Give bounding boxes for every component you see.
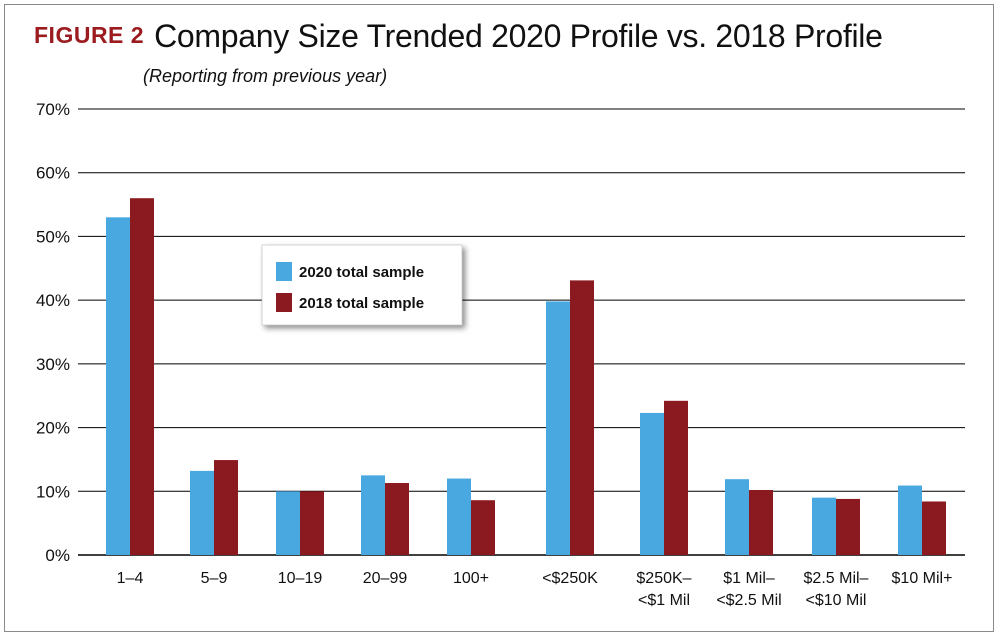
- y-tick-label: 50%: [36, 227, 70, 246]
- bar-2018-8: [836, 498, 860, 555]
- y-tick-label: 20%: [36, 419, 70, 438]
- bar-2020-8: [812, 497, 836, 555]
- bar-2020-5: [546, 301, 570, 555]
- title-row: FIGURE 2 Company Size Trended 2020 Profil…: [34, 18, 883, 55]
- y-tick-label: 70%: [36, 100, 70, 119]
- bar-2018-7: [749, 490, 773, 555]
- bar-2018-1: [214, 460, 238, 555]
- y-tick-label: 60%: [36, 164, 70, 183]
- chart-title: Company Size Trended 2020 Profile vs. 20…: [154, 18, 883, 54]
- legend-label-2018: 2018 total sample: [299, 295, 424, 312]
- y-tick-label: 40%: [36, 291, 70, 310]
- x-tick-label: <$2.5 Mil: [716, 592, 781, 609]
- x-tick-label: 10–19: [278, 570, 323, 587]
- y-tick-label: 10%: [36, 482, 70, 501]
- legend-label-2020: 2020 total sample: [299, 264, 424, 281]
- legend-swatch-2018: [276, 293, 292, 312]
- bar-2018-4: [471, 500, 495, 555]
- bar-2020-9: [898, 485, 922, 555]
- chart-subtitle: (Reporting from previous year): [143, 66, 388, 86]
- x-tick-label: 5–9: [201, 570, 228, 587]
- y-tick-label: 0%: [45, 546, 70, 565]
- x-tick-label: $250K–: [636, 570, 691, 587]
- figure-label: FIGURE 2: [34, 22, 145, 48]
- x-tick-label: <$10 Mil: [806, 592, 867, 609]
- bar-2020-4: [447, 478, 471, 555]
- bar-2018-6: [664, 400, 688, 555]
- bar-2020-0: [106, 217, 130, 556]
- bar-2018-9: [922, 501, 946, 555]
- bar-2018-2: [300, 491, 324, 555]
- bar-2018-0: [130, 198, 154, 555]
- bar-2020-7: [725, 479, 749, 555]
- y-tick-label: 30%: [36, 355, 70, 374]
- bar-2020-3: [361, 475, 385, 555]
- bar-2018-3: [385, 483, 409, 555]
- x-tick-label: 100+: [453, 570, 489, 587]
- x-tick-label: $2.5 Mil–: [804, 570, 869, 587]
- x-tick-label: <$250K: [542, 570, 598, 587]
- x-tick-label: $1 Mil–: [723, 570, 775, 587]
- x-tick-label: 20–99: [363, 570, 408, 587]
- bar-2018-5: [570, 280, 594, 555]
- bar-2020-2: [276, 491, 300, 555]
- legend-swatch-2020: [276, 262, 292, 281]
- x-tick-label: <$1 Mil: [638, 592, 690, 609]
- x-tick-label: 1–4: [117, 570, 144, 587]
- legend-box: [261, 244, 463, 326]
- bar-2020-6: [640, 412, 664, 555]
- x-tick-label: $10 Mil+: [892, 570, 953, 587]
- bar-2020-1: [190, 470, 214, 555]
